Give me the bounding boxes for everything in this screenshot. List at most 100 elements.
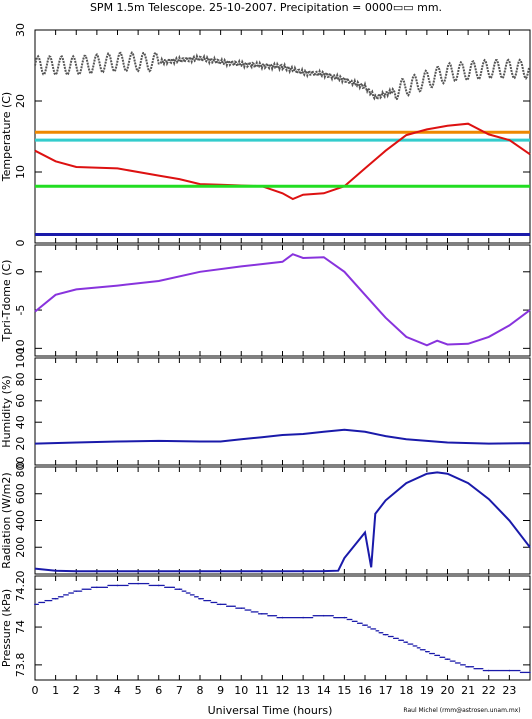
data-point (38, 601, 40, 604)
data-point (358, 622, 360, 624)
data-point (206, 599, 209, 602)
data-point (50, 599, 53, 602)
data-point (505, 669, 508, 672)
data-point (119, 584, 122, 587)
data-point (188, 592, 191, 594)
data-point (144, 582, 147, 585)
data-point (46, 599, 49, 602)
data-point (55, 598, 58, 600)
data-point (243, 607, 246, 609)
data-point (302, 616, 304, 619)
data-point (301, 617, 303, 619)
data-point (264, 613, 266, 615)
data-point (53, 598, 56, 600)
x-tick-label: 10 (234, 684, 248, 697)
data-point (418, 647, 421, 649)
y-tick-label: 20 (14, 437, 27, 451)
data-point (346, 618, 349, 621)
data-point (253, 611, 256, 613)
data-point (501, 669, 503, 672)
x-tick-label: 5 (135, 684, 142, 697)
data-point (219, 603, 222, 606)
data-point (261, 613, 263, 615)
data-point (329, 615, 331, 617)
data-point (110, 584, 113, 587)
data-point (425, 651, 427, 653)
data-point (328, 615, 330, 617)
data-point (229, 605, 231, 607)
data-point (450, 660, 453, 662)
data-point (186, 592, 189, 594)
data-point (245, 609, 248, 611)
x-tick-label: 23 (502, 684, 516, 697)
data-point (178, 588, 181, 591)
data-point (137, 582, 139, 585)
data-point (251, 611, 254, 613)
data-point (223, 603, 226, 605)
data-point (394, 637, 396, 639)
data-point (156, 584, 159, 587)
series-line-0 (34, 51, 530, 103)
series-line-3 (34, 122, 531, 201)
x-tick-label: 2 (73, 684, 80, 697)
data-point (254, 611, 257, 613)
data-point (217, 603, 220, 605)
data-point (334, 617, 336, 619)
data-point (437, 654, 440, 657)
y-tick-label: 20 (14, 94, 27, 108)
data-point (486, 669, 489, 672)
data-point (209, 599, 212, 602)
x-tick-label: 18 (399, 684, 413, 697)
data-point (268, 615, 270, 617)
data-point (250, 611, 253, 613)
data-point (494, 669, 496, 672)
data-point (474, 668, 477, 670)
data-point (161, 584, 163, 587)
data-point (113, 584, 116, 587)
data-point (295, 617, 297, 619)
data-point (527, 671, 529, 674)
data-point (116, 584, 119, 587)
data-point (169, 586, 171, 588)
data-point (369, 626, 371, 628)
data-point (499, 669, 501, 672)
data-point (432, 652, 434, 655)
data-point (51, 598, 54, 600)
data-point (175, 588, 178, 590)
data-point (496, 669, 498, 672)
data-point (262, 613, 264, 615)
data-point (309, 617, 312, 619)
data-point (319, 615, 322, 617)
data-point (120, 584, 123, 587)
data-point (420, 649, 423, 651)
data-point (42, 601, 45, 604)
y-tick-label: 600 (14, 483, 27, 504)
data-point (353, 620, 356, 622)
data-point (100, 586, 102, 588)
x-tick-label: 9 (217, 684, 224, 697)
data-point (78, 590, 81, 592)
y-tick-label: -10 (14, 339, 27, 357)
data-point (135, 582, 137, 585)
data-point (412, 645, 415, 647)
data-point (526, 671, 528, 674)
data-point (467, 665, 469, 668)
data-point (72, 592, 74, 594)
data-point (491, 669, 493, 672)
data-point (140, 582, 143, 585)
data-point (220, 603, 223, 605)
data-point (413, 645, 416, 647)
y-tick-label: 800 (14, 457, 27, 478)
data-point (297, 617, 299, 619)
data-point (35, 603, 37, 605)
data-point (239, 607, 242, 609)
data-point (434, 654, 436, 657)
data-point (187, 592, 190, 594)
data-point (121, 584, 124, 587)
data-point (103, 586, 105, 588)
data-point (404, 641, 407, 643)
data-point (104, 586, 106, 588)
data-point (354, 620, 357, 622)
